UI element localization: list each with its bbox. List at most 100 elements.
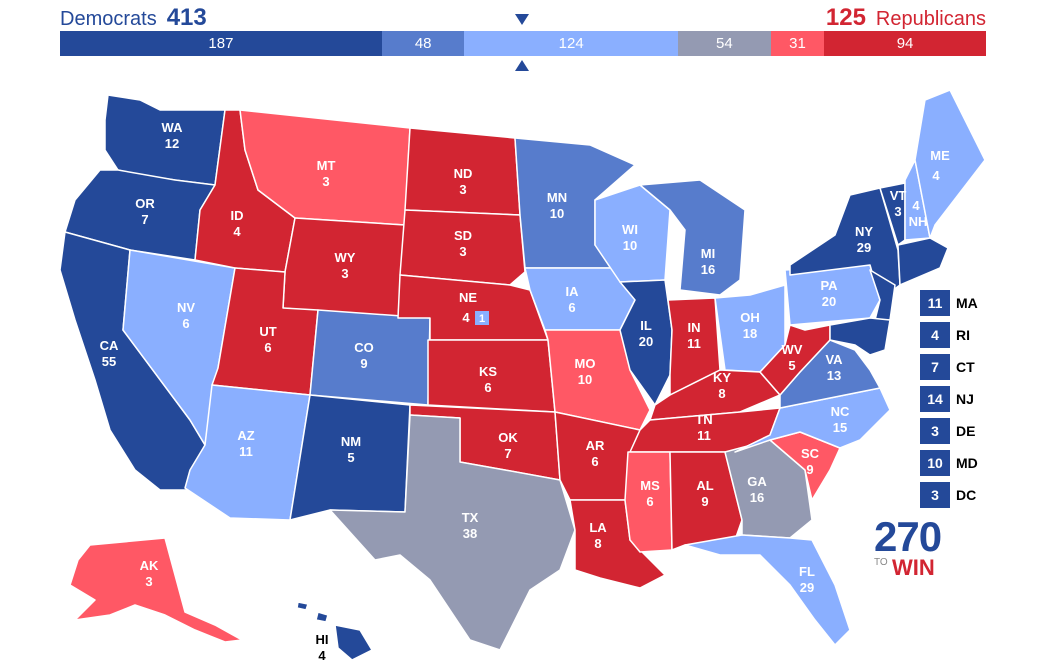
label-oh-abbr: OH [740, 310, 760, 325]
label-nm-abbr: NM [341, 434, 361, 449]
small-state-abbr: NJ [956, 391, 974, 407]
small-state-ma[interactable]: 11 MA [920, 287, 978, 319]
label-nh-ev: 4 [912, 198, 920, 213]
label-mt-ev: 3 [322, 174, 329, 189]
label-az-ev: 11 [239, 444, 253, 459]
label-il-ev: 20 [639, 334, 653, 349]
bar-segment-lean-rep[interactable]: 31 [770, 31, 825, 56]
small-state-ev: 3 [920, 482, 950, 508]
republicans-total: 125 Republicans [826, 4, 986, 31]
label-ia-ev: 6 [568, 300, 575, 315]
label-wy-abbr: WY [335, 250, 356, 265]
label-ga-abbr: GA [747, 474, 767, 489]
label-co-abbr: CO [354, 340, 374, 355]
label-wi-abbr: WI [622, 222, 638, 237]
label-al-ev: 9 [701, 494, 708, 509]
label-ks-abbr: KS [479, 364, 497, 379]
electoral-vote-bar: 187 48 124 54 31 94 [60, 31, 986, 56]
label-mn-abbr: MN [547, 190, 567, 205]
label-vt-abbr: VT [890, 188, 907, 203]
label-ne-ev: 4 [462, 310, 470, 325]
label-pa-ev: 20 [822, 294, 836, 309]
democrats-label: Democrats [60, 8, 157, 30]
label-al-abbr: AL [696, 478, 713, 493]
ne-district-box[interactable] [475, 311, 489, 325]
label-fl-ev: 29 [800, 580, 814, 595]
label-ny-ev: 29 [857, 240, 871, 255]
small-state-md[interactable]: 10 MD [920, 447, 978, 479]
label-wv-ev: 5 [788, 358, 795, 373]
label-az-abbr: AZ [237, 428, 254, 443]
bar-segment-lean-dem[interactable]: 124 [464, 31, 678, 56]
state-md-de[interactable] [829, 317, 891, 356]
small-state-ct[interactable]: 7 CT [920, 351, 978, 383]
state-co[interactable] [309, 309, 431, 406]
label-mi-abbr: MI [701, 246, 715, 261]
label-ms-ev: 6 [646, 494, 653, 509]
label-me-ev: 4 [932, 168, 940, 183]
label-ga-ev: 16 [750, 490, 764, 505]
logo-number: 270 [874, 513, 942, 560]
small-state-ev: 14 [920, 386, 950, 412]
label-ms-abbr: MS [640, 478, 660, 493]
label-co-ev: 9 [360, 356, 367, 371]
small-state-dc[interactable]: 3 DC [920, 479, 978, 511]
state-fl[interactable] [684, 534, 851, 646]
label-mo-abbr: MO [575, 356, 596, 371]
label-mn-ev: 10 [550, 206, 564, 221]
label-oh-ev: 18 [743, 326, 757, 341]
bar-segment-tossup[interactable]: 54 [677, 31, 771, 56]
label-nv-abbr: NV [177, 300, 195, 315]
small-state-ev: 3 [920, 418, 950, 444]
small-state-de[interactable]: 3 DE [920, 415, 978, 447]
label-wi-ev: 10 [623, 238, 637, 253]
republicans-label: Republicans [875, 8, 986, 30]
small-state-nj[interactable]: 14 NJ [920, 383, 978, 415]
label-in-ev: 11 [687, 336, 701, 351]
label-ak-abbr: AK [140, 558, 159, 573]
label-nc-abbr: NC [831, 404, 850, 419]
label-nv-ev: 6 [182, 316, 189, 331]
label-va-abbr: VA [825, 352, 843, 367]
label-hi-ev: 4 [318, 648, 326, 663]
label-ca-ev: 55 [102, 354, 116, 369]
state-mi[interactable] [639, 179, 746, 296]
label-ne-district: 1 [479, 313, 485, 325]
label-vt-ev: 3 [894, 204, 901, 219]
bar-segment-safe-rep[interactable]: 94 [824, 31, 986, 56]
bar-segment-likely-dem[interactable]: 48 [381, 31, 465, 56]
logo-to: TO [874, 557, 888, 568]
label-nd-ev: 3 [459, 182, 466, 197]
label-ak-ev: 3 [145, 574, 152, 589]
label-ok-abbr: OK [498, 430, 518, 445]
label-ks-ev: 6 [484, 380, 491, 395]
small-state-ev: 4 [920, 322, 950, 348]
270towin-logo[interactable]: 270 TO WIN [874, 516, 944, 582]
label-id-abbr: ID [231, 208, 244, 223]
label-ny-abbr: NY [855, 224, 873, 239]
bar-segment-safe-dem[interactable]: 187 [60, 31, 382, 56]
state-sd[interactable] [399, 209, 526, 286]
state-ma-ct-ri[interactable] [897, 237, 949, 286]
label-sd-abbr: SD [454, 228, 472, 243]
label-va-ev: 13 [827, 368, 841, 383]
label-wa-ev: 12 [165, 136, 179, 151]
label-ok-ev: 7 [504, 446, 511, 461]
state-nc[interactable] [734, 387, 891, 453]
label-mt-abbr: MT [317, 158, 336, 173]
state-hi[interactable] [296, 601, 373, 661]
small-state-abbr: MD [956, 455, 978, 471]
label-tn-ev: 11 [697, 428, 711, 443]
small-state-ri[interactable]: 4 RI [920, 319, 978, 351]
state-tx[interactable] [329, 414, 576, 651]
label-ky-ev: 8 [718, 386, 725, 401]
label-tn-abbr: TN [695, 412, 712, 427]
label-tx-ev: 38 [463, 526, 477, 541]
label-nc-ev: 15 [833, 420, 847, 435]
small-state-ev: 10 [920, 450, 950, 476]
label-hi-abbr: HI [316, 632, 329, 647]
state-ak[interactable] [69, 537, 243, 643]
small-state-abbr: DC [956, 487, 977, 503]
small-state-abbr: DE [956, 423, 976, 439]
label-ky-abbr: KY [713, 370, 731, 385]
